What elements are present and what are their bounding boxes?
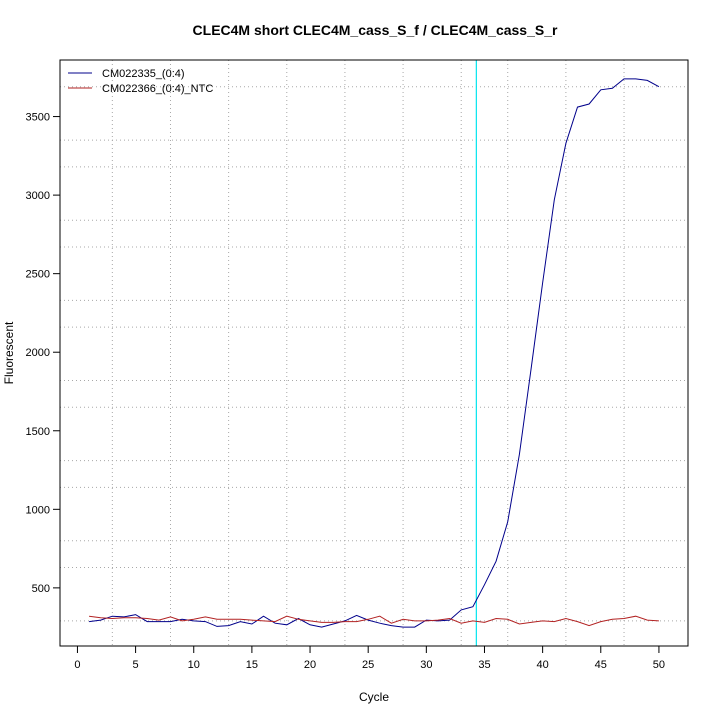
x-tick-label: 30 bbox=[420, 659, 432, 671]
legend-label-1: CM022335_(0:4) bbox=[102, 68, 185, 80]
x-tick-label: 0 bbox=[74, 659, 80, 671]
y-axis: 500 1000 1500 2000 2500 3000 3500 bbox=[26, 112, 61, 595]
plot-frame bbox=[59, 59, 689, 647]
x-axis: 0 5 10 15 20 25 30 35 40 45 50 bbox=[74, 645, 665, 671]
legend-label-2: CM022366_(0:4)_NTC bbox=[102, 83, 213, 95]
y-tick-label: 2500 bbox=[26, 269, 50, 281]
x-tick-label: 50 bbox=[653, 659, 665, 671]
x-tick-label: 25 bbox=[362, 659, 374, 671]
grid bbox=[60, 60, 688, 646]
series-layer bbox=[89, 78, 660, 628]
y-tick-label: 2000 bbox=[26, 347, 50, 359]
series-line-1 bbox=[89, 78, 660, 628]
chart-title: CLEC4M short CLEC4M_cass_S_f / CLEC4M_ca… bbox=[193, 22, 558, 38]
x-tick-label: 35 bbox=[478, 659, 490, 671]
x-tick-label: 40 bbox=[537, 659, 549, 671]
x-tick-label: 15 bbox=[246, 659, 258, 671]
y-tick-label: 1000 bbox=[26, 504, 50, 516]
y-tick-label: 500 bbox=[32, 583, 50, 595]
y-axis-label: Fluorescent bbox=[2, 321, 16, 384]
y-tick-label: 3000 bbox=[26, 190, 50, 202]
x-tick-label: 10 bbox=[188, 659, 200, 671]
x-tick-label: 20 bbox=[304, 659, 316, 671]
y-tick-label: 1500 bbox=[26, 426, 50, 438]
x-tick-label: 5 bbox=[133, 659, 139, 671]
legend: CM022335_(0:4) CM022366_(0:4)_NTC bbox=[68, 68, 213, 95]
x-tick-label: 45 bbox=[595, 659, 607, 671]
series-line-2 bbox=[89, 615, 659, 627]
y-tick-label: 3500 bbox=[26, 112, 50, 124]
x-axis-label: Cycle bbox=[359, 690, 389, 704]
